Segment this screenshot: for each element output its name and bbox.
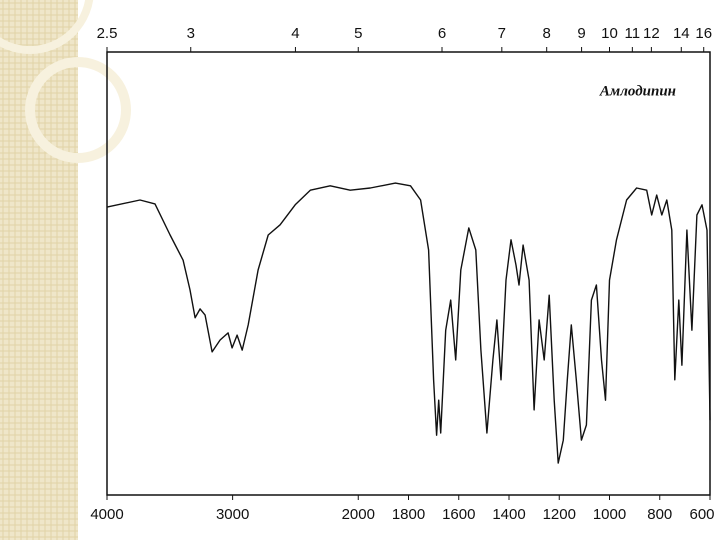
top-x-tick-label: 4	[291, 25, 299, 42]
top-x-tick-label: 5	[354, 25, 362, 42]
x-tick-label: 800	[647, 506, 672, 523]
top-x-tick-label: 16	[695, 25, 712, 42]
top-x-tick-label: 14	[673, 25, 690, 42]
x-tick-label: 1400	[492, 506, 525, 523]
x-tick-label: 1600	[442, 506, 475, 523]
top-x-tick-label: 11	[625, 25, 641, 42]
x-tick-label: 2000	[342, 506, 375, 523]
top-x-tick-label: 7	[498, 25, 506, 42]
top-x-tick-label: 9	[577, 25, 585, 42]
top-x-tick-label: 2.5	[97, 25, 118, 42]
decor-ring	[0, 0, 94, 54]
x-tick-label: 1200	[543, 506, 576, 523]
plot-frame	[106, 51, 711, 496]
x-tick-label: 1800	[392, 506, 425, 523]
decor-ring	[25, 57, 131, 163]
x-tick-label: 3000	[216, 506, 249, 523]
top-x-tick-label: 10	[601, 25, 618, 42]
top-x-tick-label: 8	[543, 25, 551, 42]
x-tick-label: 600	[689, 506, 714, 523]
spectrum-line	[106, 182, 711, 464]
top-x-tick-label: 3	[187, 25, 195, 42]
x-tick-label: 4000	[90, 506, 123, 523]
chart-title: Амлодипин	[599, 83, 676, 99]
top-x-tick-label: 12	[643, 25, 660, 42]
x-tick-label: 1000	[593, 506, 626, 523]
top-x-tick-label: 6	[438, 25, 446, 42]
